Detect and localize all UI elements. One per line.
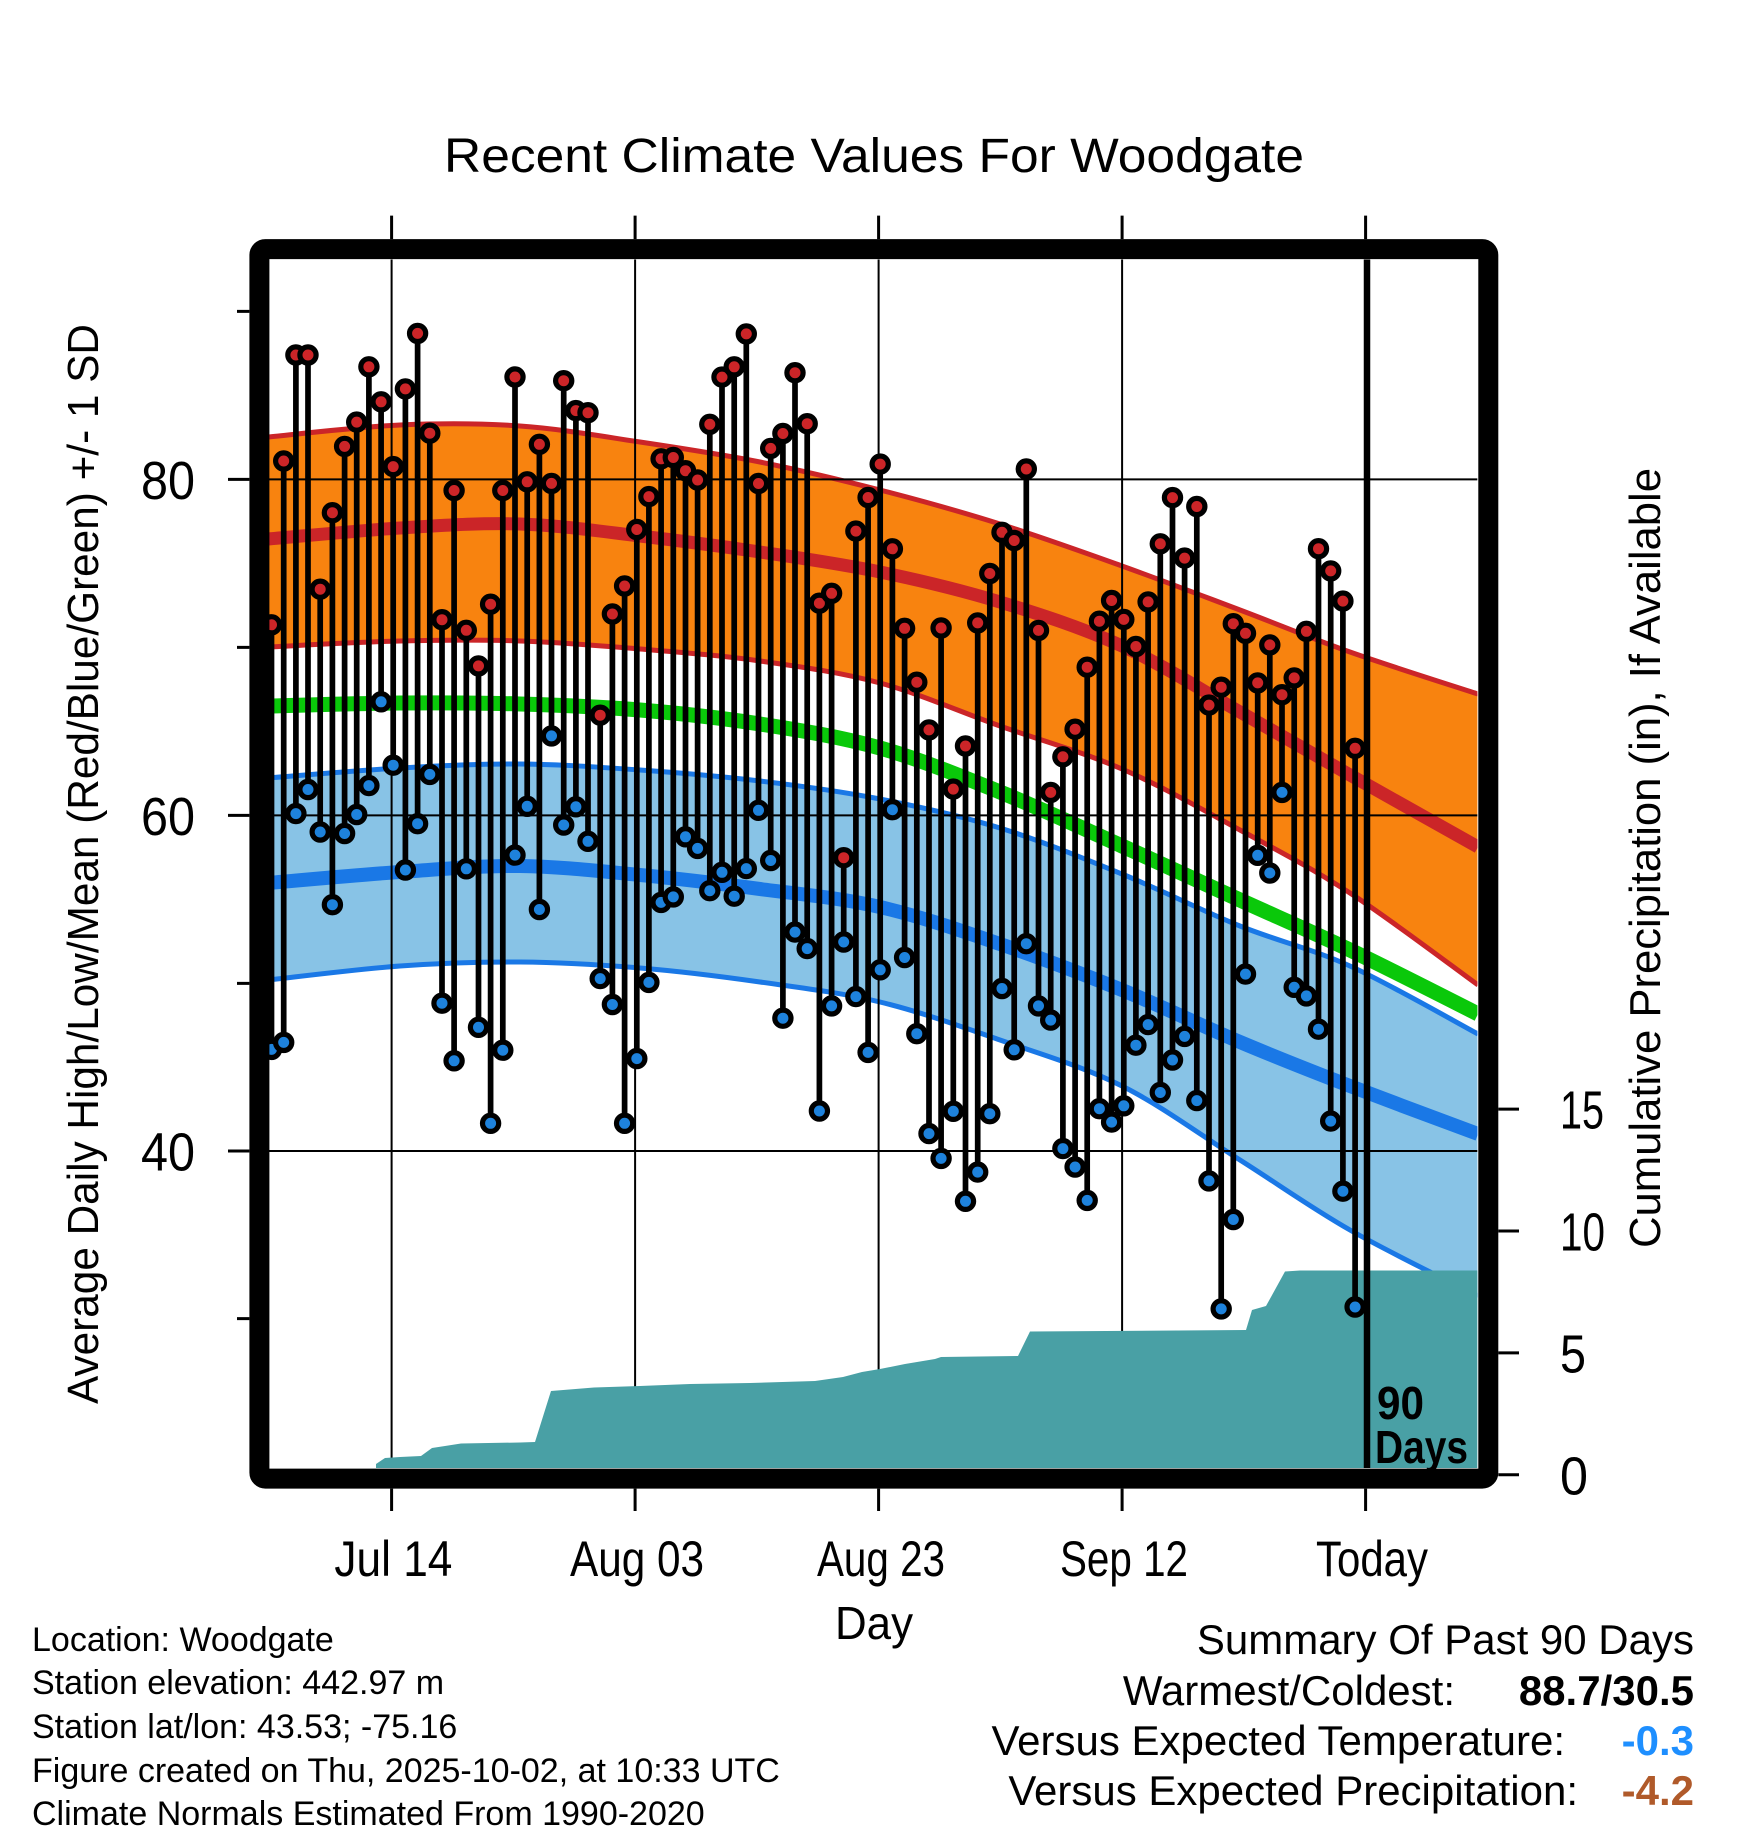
svg-text:Location: Woodgate: Location: Woodgate [32, 1621, 334, 1659]
svg-text:60: 60 [141, 787, 195, 847]
svg-text:Figure created on Thu, 2025-10: Figure created on Thu, 2025-10-02, at 10… [32, 1752, 780, 1790]
svg-text:-4.2: -4.2 [1622, 1767, 1694, 1814]
svg-text:Station elevation: 442.97 m: Station elevation: 442.97 m [32, 1664, 444, 1702]
svg-text:Days: Days [1375, 1421, 1468, 1473]
svg-text:Station lat/lon: 43.53; -75.16: Station lat/lon: 43.53; -75.16 [32, 1708, 457, 1746]
svg-text:Climate Normals Estimated From: Climate Normals Estimated From 1990-2020 [32, 1795, 705, 1828]
svg-text:Versus Expected Precipitation:: Versus Expected Precipitation: [1008, 1767, 1578, 1814]
svg-text:Today: Today [1316, 1531, 1428, 1587]
svg-text:0: 0 [1560, 1446, 1588, 1506]
svg-text:Versus Expected Temperature:: Versus Expected Temperature: [991, 1717, 1565, 1764]
svg-text:Summary Of Past 90 Days: Summary Of Past 90 Days [1197, 1616, 1694, 1663]
svg-text:90: 90 [1377, 1377, 1424, 1429]
svg-text:-0.3: -0.3 [1622, 1717, 1694, 1764]
svg-text:Aug 03: Aug 03 [570, 1531, 704, 1587]
svg-text:88.7/30.5: 88.7/30.5 [1519, 1667, 1694, 1714]
svg-text:40: 40 [141, 1123, 195, 1183]
svg-text:Sep 12: Sep 12 [1060, 1531, 1188, 1587]
svg-text:Day: Day [835, 1597, 913, 1649]
svg-text:Jul 14: Jul 14 [334, 1531, 452, 1587]
svg-text:Warmest/Coldest:: Warmest/Coldest: [1123, 1667, 1455, 1714]
svg-text:Aug 23: Aug 23 [817, 1531, 945, 1587]
svg-text:Cumulative Precipitation (in),: Cumulative Precipitation (in), If Availa… [1621, 468, 1670, 1248]
svg-text:Recent Climate Values For Wood: Recent Climate Values For Woodgate [444, 130, 1304, 183]
svg-text:10: 10 [1560, 1203, 1605, 1263]
svg-text:80: 80 [141, 451, 195, 511]
svg-text:15: 15 [1560, 1081, 1604, 1141]
svg-text:Average Daily High/Low/Mean (R: Average Daily High/Low/Mean (Red/Blue/Gr… [59, 324, 108, 1404]
svg-text:5: 5 [1560, 1324, 1586, 1384]
